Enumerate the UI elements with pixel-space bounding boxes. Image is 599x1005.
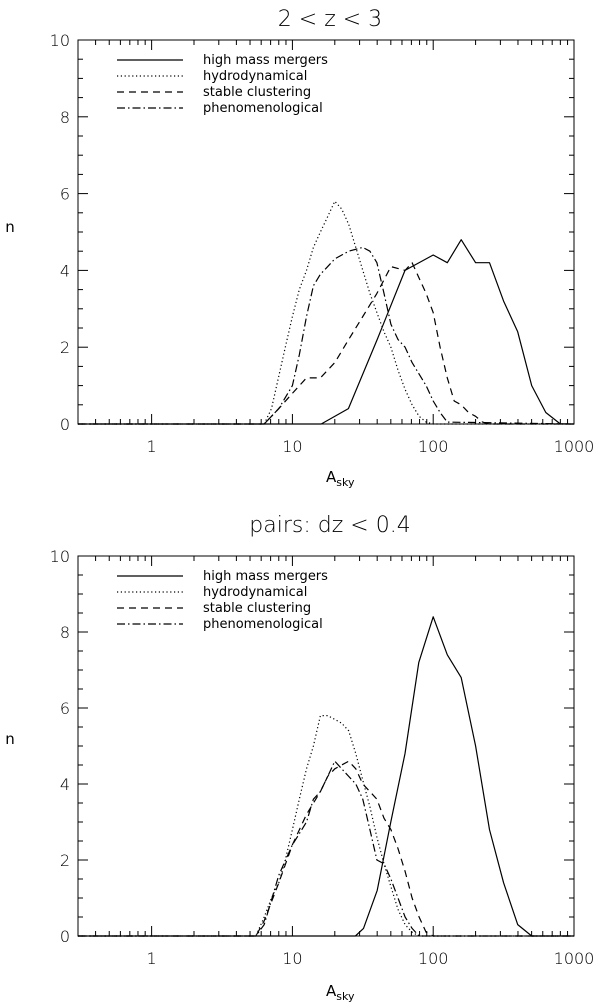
- series-line: [78, 714, 574, 937]
- x-axis-label: Asky: [326, 468, 355, 489]
- series-line: [78, 239, 574, 425]
- series-line: [78, 760, 574, 937]
- legend-label: high mass mergers: [203, 53, 328, 68]
- series-line: [78, 200, 574, 425]
- series-line: [78, 760, 574, 937]
- chart-title: 2 < z < 3: [278, 7, 382, 32]
- series-line: [78, 262, 574, 425]
- y-tick-label: 6: [60, 699, 70, 718]
- series-line: [78, 616, 574, 937]
- y-tick-label: 0: [60, 927, 70, 946]
- series-line: [78, 246, 575, 425]
- y-tick-label: 2: [60, 338, 70, 357]
- y-tick-label: 8: [60, 108, 70, 127]
- legend-label: hydrodynamical: [203, 69, 307, 84]
- chart-title: pairs: dz < 0.4: [249, 513, 410, 538]
- y-axis-label: n: [5, 730, 15, 748]
- x-axis-label: Asky: [326, 982, 355, 1003]
- panel-bottom: pairs: dz < 0.4 n Asky 1 10 100 1000 0 2 4 6 8 10…: [5, 513, 594, 1003]
- x-tick-label: 100: [418, 949, 449, 968]
- panel-top: 2 < z < 3 n Asky 1 10 100 1000 0 2 4 6 8 10 high m…: [5, 7, 594, 489]
- y-tick-label: 4: [60, 775, 70, 794]
- plot-frame: [77, 555, 575, 937]
- legend-label: phenomenological: [203, 617, 323, 632]
- x-tick-label: 1: [147, 949, 157, 968]
- y-tick-label: 8: [60, 623, 70, 642]
- x-tick-label: 100: [418, 437, 449, 456]
- x-tick-label: 10: [282, 437, 302, 456]
- legend-label: phenomenological: [203, 101, 323, 116]
- legend-label: high mass mergers: [203, 569, 328, 584]
- y-axis-label: n: [5, 218, 15, 236]
- x-tick-label: 1000: [554, 949, 595, 968]
- legend-label: stable clustering: [203, 85, 311, 100]
- plot-frame: [77, 39, 575, 425]
- x-tick-label: 1000: [554, 437, 595, 456]
- y-tick-label: 2: [60, 851, 70, 870]
- x-tick-label: 10: [282, 949, 302, 968]
- legend-label: stable clustering: [203, 601, 311, 616]
- y-tick-label: 10: [50, 31, 70, 50]
- x-tick-label: 1: [147, 437, 157, 456]
- y-tick-label: 0: [60, 415, 70, 434]
- y-tick-label: 10: [50, 547, 70, 566]
- y-tick-label: 6: [60, 185, 70, 204]
- y-tick-label: 4: [60, 261, 70, 280]
- legend-label: hydrodynamical: [203, 585, 307, 600]
